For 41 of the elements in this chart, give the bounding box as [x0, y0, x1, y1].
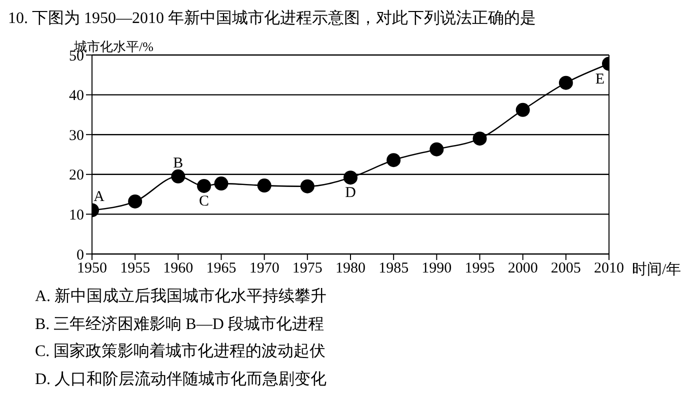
y-tick-label: 0 — [76, 247, 84, 264]
chart-title: 10. 下图为 1950—2010 年新中国城市化进程示意图，对此下列说法正确的是 — [8, 8, 536, 29]
point — [472, 132, 487, 146]
x-tick-label: 1960 — [163, 260, 194, 277]
text: A. 新中国成立后我国城市化水平持续攀升 — [35, 286, 327, 307]
x-tick-label: 1965 — [206, 260, 236, 277]
annotation: A — [94, 189, 105, 206]
point — [214, 176, 228, 191]
x-tick-label: 1955 — [120, 260, 150, 277]
point — [386, 153, 401, 168]
point — [197, 178, 212, 193]
annotation: D — [345, 185, 356, 202]
point — [257, 178, 272, 193]
y-tick-label: 40 — [69, 88, 84, 104]
x-tick-label: 1975 — [292, 260, 322, 277]
x-axis-title: 时间/年 — [632, 260, 682, 279]
x-tick-label: 1990 — [422, 260, 452, 277]
text: D. 人口和阶层流动伴随城市化而急剧变化 — [35, 370, 327, 390]
y-tick-label: 30 — [69, 128, 84, 144]
point — [171, 169, 186, 184]
x-tick-label: 1950 — [77, 260, 107, 277]
x-tick-label: 2000 — [508, 260, 538, 277]
x-tick-label: 1980 — [336, 260, 366, 277]
x-tick-label: 1970 — [249, 260, 280, 277]
text: B. 三年经济困难影响 B—D 段城市化进程 — [35, 314, 324, 334]
x-tick-label: 2010 — [594, 260, 624, 277]
y-tick-label: 20 — [69, 168, 84, 184]
point — [558, 76, 573, 90]
annotation: B — [173, 155, 184, 172]
text: C. 国家政策影响着城市化进程的波动起伏 — [35, 342, 326, 362]
x-tick-label: 2005 — [550, 260, 581, 277]
point — [300, 179, 314, 194]
y-tick-label: 10 — [69, 208, 84, 224]
x-tick-label: 1985 — [378, 260, 409, 277]
point — [344, 170, 358, 185]
point — [430, 142, 444, 156]
annotation: C — [199, 194, 210, 210]
point — [516, 102, 530, 117]
annotation: E — [595, 71, 605, 88]
point — [128, 194, 142, 208]
x-tick-label: 1995 — [464, 260, 495, 277]
